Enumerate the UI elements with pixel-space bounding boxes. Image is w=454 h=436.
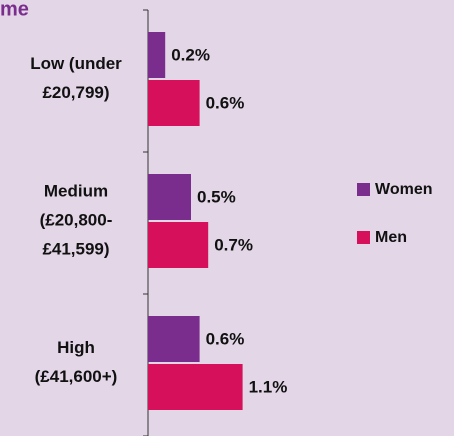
bar (148, 222, 209, 268)
y-tick-label: £41,599) (42, 239, 109, 258)
y-tick-label: (£20,800- (40, 210, 113, 229)
y-tick-label: High (57, 338, 95, 357)
value-label: 0.2% (171, 45, 210, 64)
legend-label: Men (375, 229, 407, 246)
y-tick-label: £20,799) (42, 83, 109, 102)
legend-label: Women (375, 181, 432, 198)
y-tick-label: Low (under (30, 54, 122, 73)
y-tick-label: Medium (44, 181, 108, 200)
value-label: 0.5% (197, 187, 236, 206)
chart-title: me (0, 0, 29, 20)
y-tick-label: (£41,600+) (35, 367, 118, 386)
legend-swatch (357, 183, 370, 196)
value-label: 0.6% (206, 93, 245, 112)
bar (148, 80, 200, 126)
bar (148, 32, 166, 78)
bar (148, 174, 191, 220)
legend-swatch (357, 231, 370, 244)
value-label: 0.6% (206, 329, 245, 348)
value-label: 1.1% (249, 377, 288, 396)
value-label: 0.7% (214, 235, 253, 254)
bar (148, 364, 243, 410)
bar (148, 316, 200, 362)
